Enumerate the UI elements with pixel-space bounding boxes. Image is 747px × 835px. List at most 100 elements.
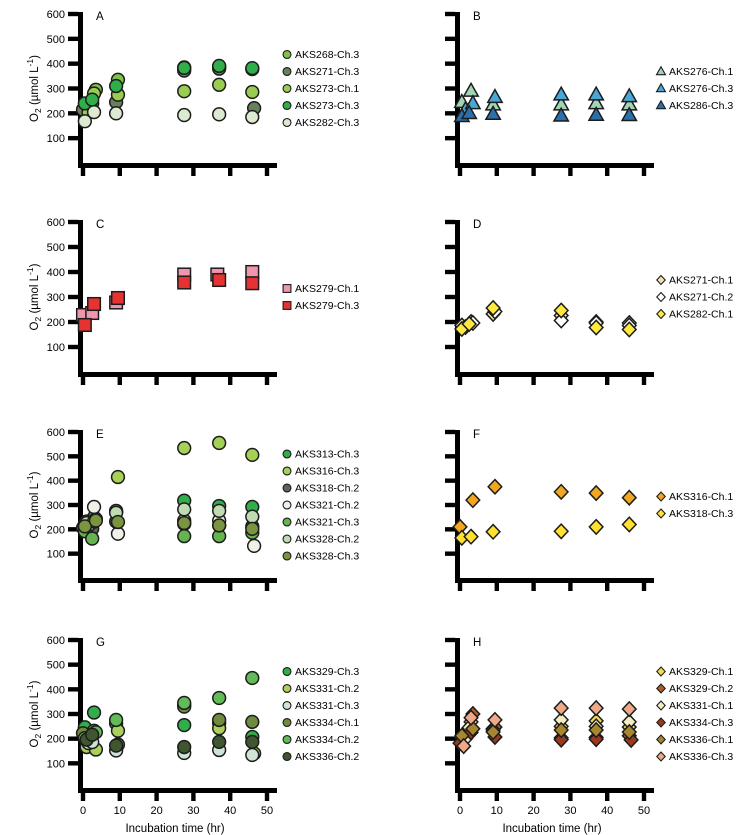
legend: AKS279-Ch.1 AKS279-Ch.3 [282, 283, 359, 312]
x-axis-tick [568, 377, 573, 385]
data-point [110, 469, 126, 485]
data-point [86, 499, 102, 515]
data-point [110, 290, 126, 306]
data-point [485, 723, 501, 741]
legend-marker-icon [282, 500, 292, 510]
x-axis-tick [264, 583, 270, 591]
x-tick-label: 40 [601, 805, 613, 817]
x-tick-label: 50 [261, 805, 273, 817]
legend-item: AKS336-Ch.3 [656, 751, 733, 763]
legend-item: AKS282-Ch.3 [282, 117, 359, 129]
legend-marker-icon [656, 308, 666, 320]
data-point [86, 705, 102, 720]
data-point [212, 435, 227, 451]
legend-label: AKS279-Ch.3 [295, 300, 359, 312]
x-axis-tick [457, 793, 463, 801]
y-axis-tick [445, 11, 455, 17]
data-point [77, 114, 92, 129]
data-point [77, 519, 92, 534]
x-axis-tick [641, 793, 647, 801]
data-point [245, 109, 260, 125]
data-point [620, 87, 638, 103]
y-tick-label: 600 [47, 427, 65, 439]
legend-item: AKS279-Ch.3 [282, 300, 359, 312]
legend-label: AKS271-Ch.3 [295, 66, 359, 78]
data-point [86, 296, 102, 312]
data-point [212, 272, 227, 288]
x-axis-tick [154, 793, 159, 801]
x-axis-tick [80, 793, 86, 801]
data-point [245, 60, 260, 76]
y-axis [455, 638, 460, 788]
data-point [212, 734, 227, 750]
legend-item: AKS271-Ch.3 [282, 66, 359, 78]
panel-B: B AKS276-Ch.1 AKS276-Ch.3 AKS286-Ch.3 [445, 11, 733, 176]
legend-marker-icon [656, 508, 666, 519]
x-tick-label: 0 [457, 805, 463, 817]
legend-marker-icon [282, 301, 292, 310]
y-axis-tick [68, 478, 78, 483]
y-tick-label: 600 [47, 9, 65, 21]
legend-item: AKS328-Ch.2 [282, 534, 359, 546]
data-point [212, 107, 227, 122]
y-axis-tick [68, 111, 78, 116]
y-axis-tick [445, 86, 455, 91]
legend-label: AKS334-Ch.3 [669, 717, 733, 729]
y-axis-tick [445, 111, 455, 116]
legend-label: AKS336-Ch.3 [669, 751, 733, 763]
y-tick-label: 500 [47, 34, 65, 46]
legend: AKS329-Ch.3 AKS331-Ch.2 AKS331-Ch.3 AKS334-… [282, 666, 359, 763]
x-axis-tick [605, 583, 610, 591]
legend-item: AKS286-Ch.3 [655, 99, 733, 112]
x-tick-label: 20 [527, 805, 539, 817]
y-axis-tick [445, 269, 455, 275]
y-axis-tick [68, 502, 78, 508]
data-point [588, 518, 604, 536]
y-axis-tick [68, 244, 78, 250]
x-axis-tick [117, 793, 122, 801]
data-point [621, 516, 638, 533]
y-axis-tick [68, 662, 78, 667]
y-axis-label: O2 (µmol L-1) [25, 471, 43, 538]
y-axis-label: O2 (µmol L-1) [25, 55, 43, 122]
y-tick-label: 400 [47, 476, 65, 488]
y-axis-tick [445, 711, 455, 717]
legend-item: AKS329-Ch.1 [656, 666, 733, 678]
panel-letter: H [473, 637, 481, 649]
legend-item: AKS271-Ch.2 [656, 292, 733, 304]
data-point [621, 321, 638, 338]
x-axis-tick [191, 793, 196, 801]
panel-letter: E [96, 429, 104, 441]
legend-item: AKS273-Ch.3 [282, 100, 359, 112]
data-point [487, 478, 503, 496]
legend-item: AKS334-Ch.2 [282, 734, 359, 746]
x-axis [78, 578, 277, 583]
y-tick-label: 300 [47, 292, 65, 304]
data-point [487, 711, 503, 729]
y-tick-label: 500 [47, 451, 65, 463]
x-axis-tick [568, 583, 573, 591]
legend-label: AKS331-Ch.1 [669, 700, 733, 712]
x-axis-tick [228, 793, 233, 801]
legend-label: AKS321-Ch.2 [295, 500, 359, 512]
y-axis-tick [68, 294, 78, 300]
y-axis-tick [445, 527, 455, 532]
x-axis [455, 578, 654, 583]
y-axis-tick [68, 637, 78, 643]
panel-letter: G [96, 637, 105, 649]
legend-item: AKS334-Ch.3 [656, 717, 733, 729]
legend-marker-icon [282, 551, 292, 561]
data-point [85, 92, 100, 107]
data-point [553, 721, 570, 739]
panel-letter: D [473, 219, 481, 231]
legend-label: AKS331-Ch.3 [295, 700, 359, 712]
data-point [463, 709, 479, 726]
y-axis [78, 638, 83, 788]
data-point [212, 712, 227, 728]
y-axis-tick [68, 761, 78, 766]
y-tick-label: 200 [47, 108, 65, 120]
data-point [620, 106, 638, 122]
x-axis-tick [457, 377, 463, 385]
x-axis [455, 788, 654, 793]
